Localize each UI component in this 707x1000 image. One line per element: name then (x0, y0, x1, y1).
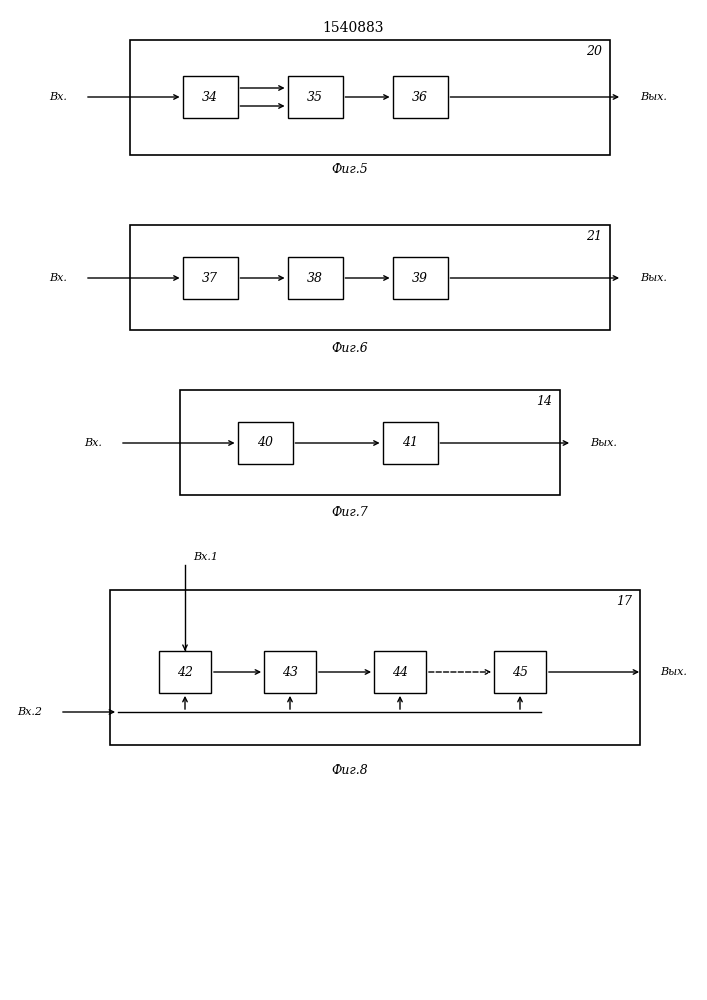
Text: Вых.: Вых. (640, 273, 667, 283)
Text: Вых.: Вых. (640, 92, 667, 102)
Text: Вх.1: Вх.1 (193, 552, 218, 562)
Text: 17: 17 (616, 595, 632, 608)
Bar (374, 651, 426, 693)
Text: Вых.: Вых. (660, 667, 687, 677)
Text: 14: 14 (536, 395, 552, 408)
Text: Вх.2: Вх.2 (17, 707, 42, 717)
Text: 38: 38 (307, 271, 323, 284)
Text: 44: 44 (392, 666, 408, 678)
Text: 37: 37 (202, 271, 218, 284)
Bar (392, 76, 448, 118)
Bar (382, 422, 438, 464)
Bar (182, 257, 238, 299)
Bar (130, 225, 610, 330)
Text: Вх.: Вх. (84, 438, 102, 448)
Text: 41: 41 (402, 436, 418, 450)
Text: Фиг.5: Фиг.5 (332, 163, 368, 176)
Text: Вх.: Вх. (49, 92, 67, 102)
Bar (494, 651, 546, 693)
Text: Фиг.8: Фиг.8 (332, 764, 368, 776)
Text: 43: 43 (282, 666, 298, 678)
Text: 1540883: 1540883 (323, 21, 384, 35)
Text: Фиг.7: Фиг.7 (332, 506, 368, 520)
Bar (130, 40, 610, 155)
Bar (159, 651, 211, 693)
Text: 35: 35 (307, 91, 323, 104)
Bar (288, 76, 342, 118)
Text: 20: 20 (586, 45, 602, 58)
Text: 45: 45 (512, 666, 528, 678)
Bar (180, 390, 560, 495)
Text: Вых.: Вых. (590, 438, 617, 448)
Text: Фиг.6: Фиг.6 (332, 342, 368, 355)
Text: 21: 21 (586, 230, 602, 243)
Text: Вх.: Вх. (49, 273, 67, 283)
Bar (392, 257, 448, 299)
Text: 34: 34 (202, 91, 218, 104)
Bar (110, 590, 640, 745)
Bar (238, 422, 293, 464)
Text: 40: 40 (257, 436, 273, 450)
Bar (288, 257, 342, 299)
Text: 42: 42 (177, 666, 193, 678)
Bar (182, 76, 238, 118)
Text: 39: 39 (412, 271, 428, 284)
Bar (264, 651, 316, 693)
Text: 36: 36 (412, 91, 428, 104)
